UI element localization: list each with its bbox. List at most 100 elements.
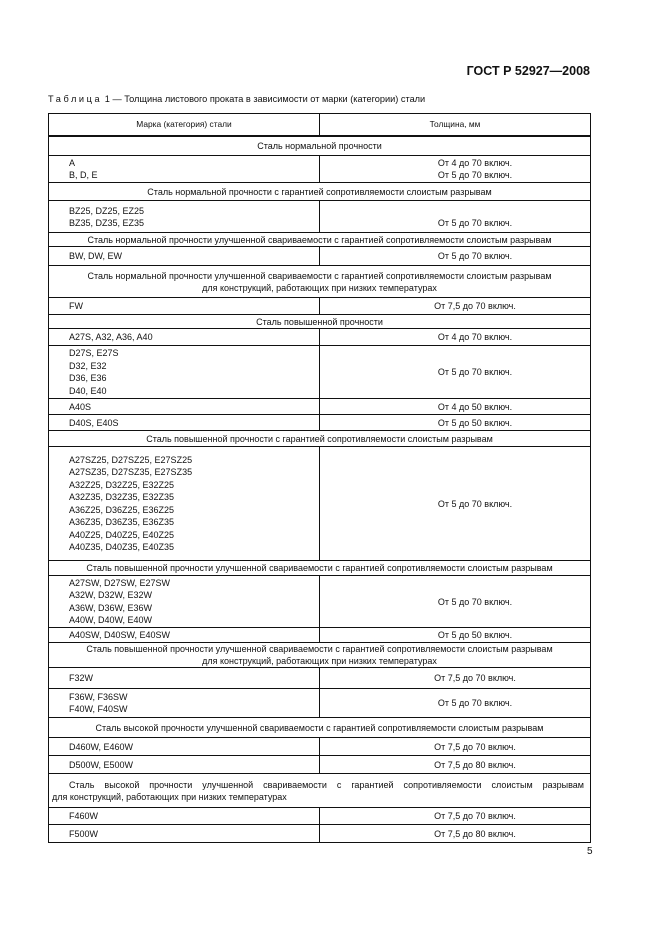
thickness-cell: От 5 до 70 включ. (319, 688, 591, 718)
grade-cell: F500W (48, 824, 320, 843)
table-row: A B, D, E От 4 до 70 включ. От 5 до 70 вклю… (48, 155, 591, 183)
grade: A27S, A32, A36, A40 (69, 332, 153, 342)
table-row: D27S, E27S D32, E32 D36, E36 D40, E40 От 5 д… (48, 345, 591, 399)
thickness-cell: От 7,5 до 70 включ. (319, 807, 591, 825)
thickness: От 5 до 70 включ. (437, 218, 513, 228)
thickness: От 7,5 до 80 включ. (434, 828, 516, 839)
grade: BZ35, DZ35, EZ35 (69, 217, 145, 228)
section-title-line: Сталь нормальной прочности с гарантией с… (147, 186, 492, 197)
grade: BZ25, DZ25, EZ25 (69, 205, 145, 216)
grade-cell: A27SZ25, D27SZ25, E27SZ25 A27SZ35, D27SZ3… (48, 446, 320, 561)
section-title-line: Сталь высокой прочности улучшенной свари… (69, 779, 584, 790)
table-row: A27SW, D27SW, E27SW A32W, D32W, E32W A36W,… (48, 575, 591, 628)
table-row: BW, DW, EW От 5 до 70 включ. (48, 246, 591, 266)
grade-cell: A27S, A32, A36, A40 (48, 328, 320, 346)
thickness: От 7,5 до 70 включ. (434, 811, 516, 821)
thickness-cell: От 4 до 50 включ. (319, 398, 591, 415)
grade-cell: A40S (48, 398, 320, 415)
section-row: Сталь повышенной прочности (48, 314, 591, 329)
thickness-cell: От 5 до 50 включ. (319, 414, 591, 431)
section-title: Сталь повышенной прочности (48, 314, 591, 329)
thickness: От 7,5 до 70 включ. (434, 741, 516, 752)
table-row: F36W, F36SW F40W, F40SW От 5 до 70 включ. (48, 688, 591, 718)
thickness-cell: От 5 до 70 включ. (319, 246, 591, 266)
grade: B, D, E (69, 170, 98, 180)
section-title-line: для конструкций, работающих при низких т… (202, 656, 437, 666)
grade: D500W, E500W (69, 759, 134, 770)
grade-cell: A27SW, D27SW, E27SW A32W, D32W, E32W A36W,… (48, 575, 320, 628)
section-title-line: Сталь повышенной прочности улучшенной св… (86, 644, 553, 654)
thickness-cell: От 5 до 70 включ. (319, 200, 591, 233)
section-title: Сталь высокой прочности улучшенной свари… (48, 773, 591, 808)
section-row: Сталь повышенной прочности улучшенной св… (48, 642, 591, 668)
table-row: A40SW, D40SW, E40SW От 5 до 50 включ. (48, 627, 591, 643)
grade: D460W, E460W (69, 741, 134, 752)
section-title: Сталь повышенной прочности улучшенной св… (48, 560, 591, 576)
grade: A36W, D36W, E36W (69, 602, 153, 613)
thickness-cell: От 7,5 до 80 включ. (319, 824, 591, 843)
section-title-line: Сталь повышенной прочности с гарантией с… (146, 433, 493, 444)
grade: F460W (69, 811, 99, 821)
grade-cell: FW (48, 297, 320, 315)
table-row: A27SZ25, D27SZ25, E27SZ25 A27SZ35, D27SZ3… (48, 446, 591, 561)
section-row: Сталь высокой прочности улучшенной свари… (48, 773, 591, 808)
thickness: От 5 до 70 включ. (437, 698, 513, 708)
grade-cell: BZ25, DZ25, EZ25 BZ35, DZ35, EZ35 (48, 200, 320, 233)
grade: A27SZ25, D27SZ25, E27SZ25 (69, 454, 193, 465)
grade-cell: D27S, E27S D32, E32 D36, E36 D40, E40 (48, 345, 320, 399)
thickness: От 5 до 50 включ. (437, 630, 513, 640)
section-row: Сталь нормальной прочности (48, 135, 591, 156)
grade: BW, DW, EW (69, 251, 122, 261)
thickness-cell: От 5 до 50 включ. (319, 627, 591, 643)
section-title: Сталь повышенной прочности с гарантией с… (48, 430, 591, 447)
thickness-cell: От 7,5 до 70 включ. (319, 297, 591, 315)
table-row: FW От 7,5 до 70 включ. (48, 297, 591, 315)
grade-cell: A B, D, E (48, 155, 320, 183)
section-row: Сталь нормальной прочности улучшенной св… (48, 265, 591, 298)
grade-cell: F36W, F36SW F40W, F40SW (48, 688, 320, 718)
document-code: ГОСТ Р 52927—2008 (466, 64, 590, 78)
grade: F32W (69, 673, 94, 683)
grade: A36Z35, D36Z35, E36Z35 (69, 517, 175, 527)
table-row: D40S, E40S От 5 до 50 включ. (48, 414, 591, 431)
caption-label: Таблица (48, 94, 103, 104)
thickness: От 7,5 до 70 включ. (434, 301, 516, 311)
grade-cell: D460W, E460W (48, 737, 320, 756)
section-title: Сталь нормальной прочности (48, 135, 591, 156)
section-title-line: для конструкций, работающих при низких т… (202, 282, 437, 293)
thickness: От 4 до 50 включ. (437, 401, 513, 412)
thickness: От 5 до 70 включ. (437, 251, 513, 261)
grade: F36W, F36SW (69, 692, 128, 702)
table-row: F460W От 7,5 до 70 включ. (48, 807, 591, 825)
section-row: Сталь нормальной прочности с гарантией с… (48, 182, 591, 201)
grade: A32W, D32W, E32W (69, 590, 153, 600)
section-row: Сталь высокой прочности улучшенной свари… (48, 717, 591, 738)
section-title-line: Сталь нормальной прочности улучшенной св… (87, 270, 552, 281)
caption-text: — Толщина листового проката в зависимост… (112, 94, 426, 104)
section-title-line: для конструкций, работающих при низких т… (52, 791, 287, 802)
grade: A40Z35, D40Z35, E40Z35 (69, 542, 175, 552)
grade: A32Z25, D32Z25, E32Z25 (69, 479, 175, 490)
grade: A40Z25, D40Z25, E40Z25 (69, 529, 175, 540)
section-title-line: Сталь нормальной прочности (257, 140, 382, 151)
grade: F500W (69, 828, 99, 839)
header-grade: Марка (категория) стали (48, 113, 320, 137)
grade: A27SW, D27SW, E27SW (69, 577, 171, 588)
grade: A32Z35, D32Z35, E32Z35 (69, 492, 175, 502)
grade: A27SZ35, D27SZ35, E27SZ35 (69, 467, 193, 477)
section-title-line: Сталь повышенной прочности (256, 316, 383, 327)
grade: D36, E36 (69, 373, 107, 383)
grade-cell: D40S, E40S (48, 414, 320, 431)
thickness-cell: От 5 до 70 включ. (319, 446, 591, 561)
table-header-row: Марка (категория) стали Толщина, мм (48, 113, 591, 137)
grade: A40W, D40W, E40W (69, 615, 153, 625)
grade: A (69, 158, 76, 168)
section-title-line: Сталь нормальной прочности улучшенной св… (87, 234, 552, 245)
section-title-line: Сталь высокой прочности улучшенной свари… (95, 722, 544, 733)
grade-cell: F32W (48, 667, 320, 689)
table-row: F500W От 7,5 до 80 включ. (48, 824, 591, 843)
thickness: От 7,5 до 70 включ. (434, 673, 516, 683)
section-title-line: Сталь повышенной прочности улучшенной св… (86, 563, 553, 573)
table-row: D460W, E460W От 7,5 до 70 включ. (48, 737, 591, 756)
thickness: От 5 до 70 включ. (437, 367, 513, 377)
